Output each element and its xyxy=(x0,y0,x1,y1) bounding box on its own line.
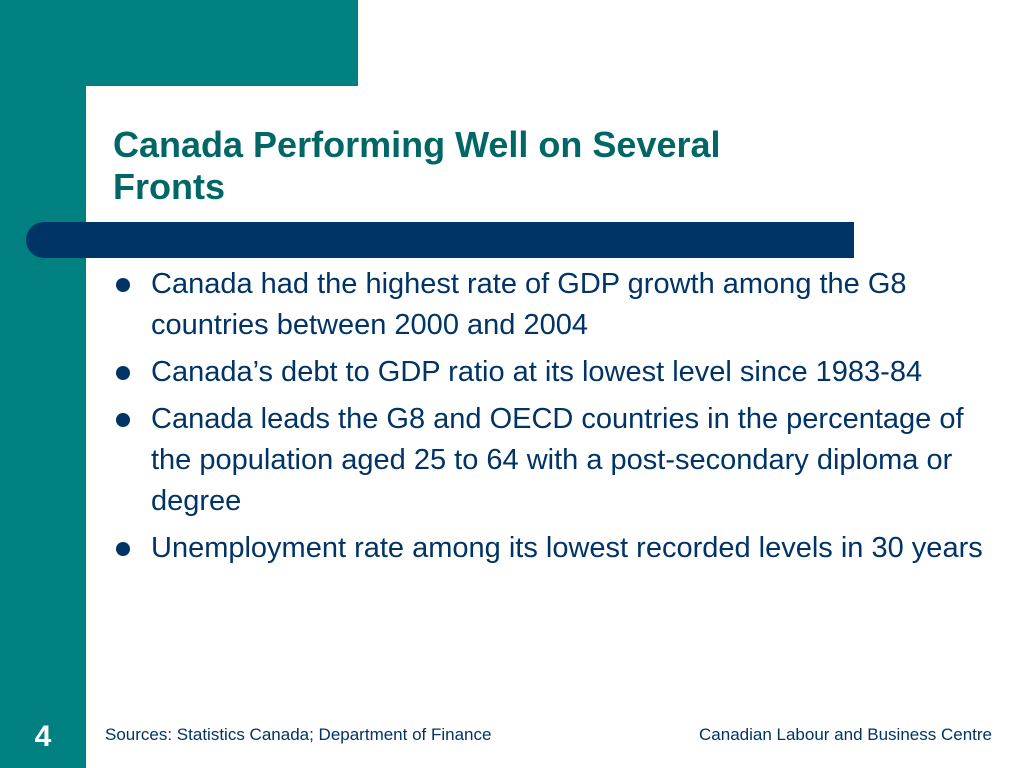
left-teal-band xyxy=(0,0,86,768)
top-teal-band xyxy=(0,0,358,86)
bullet-text: Canada had the highest rate of GDP growt… xyxy=(151,268,907,341)
bullet-dot-icon xyxy=(116,413,130,427)
bullet-dot-icon xyxy=(116,542,130,556)
footer-organization: Canadian Labour and Business Centre xyxy=(699,725,992,744)
bullet-item: Canada had the highest rate of GDP growt… xyxy=(113,264,993,346)
bullet-item: Canada leads the G8 and OECD countries i… xyxy=(113,399,993,522)
content-panel xyxy=(86,86,1024,768)
bullet-item: Canada’s debt to GDP ratio at its lowest… xyxy=(113,352,993,393)
page-number: 4 xyxy=(34,720,52,753)
title-underline-bar xyxy=(26,222,854,258)
bullet-item: Unemployment rate among its lowest recor… xyxy=(113,528,993,569)
bullet-dot-icon xyxy=(116,278,130,292)
bullet-text: Canada leads the G8 and OECD countries i… xyxy=(151,403,964,517)
bullet-text: Canada’s debt to GDP ratio at its lowest… xyxy=(151,356,923,388)
footer-sources: Sources: Statistics Canada; Department o… xyxy=(105,725,492,744)
bullet-list: Canada had the highest rate of GDP growt… xyxy=(113,264,993,575)
slide-title: Canada Performing Well on Several Fronts xyxy=(113,124,721,207)
bullet-dot-icon xyxy=(116,366,130,380)
bullet-text: Unemployment rate among its lowest recor… xyxy=(151,532,983,564)
